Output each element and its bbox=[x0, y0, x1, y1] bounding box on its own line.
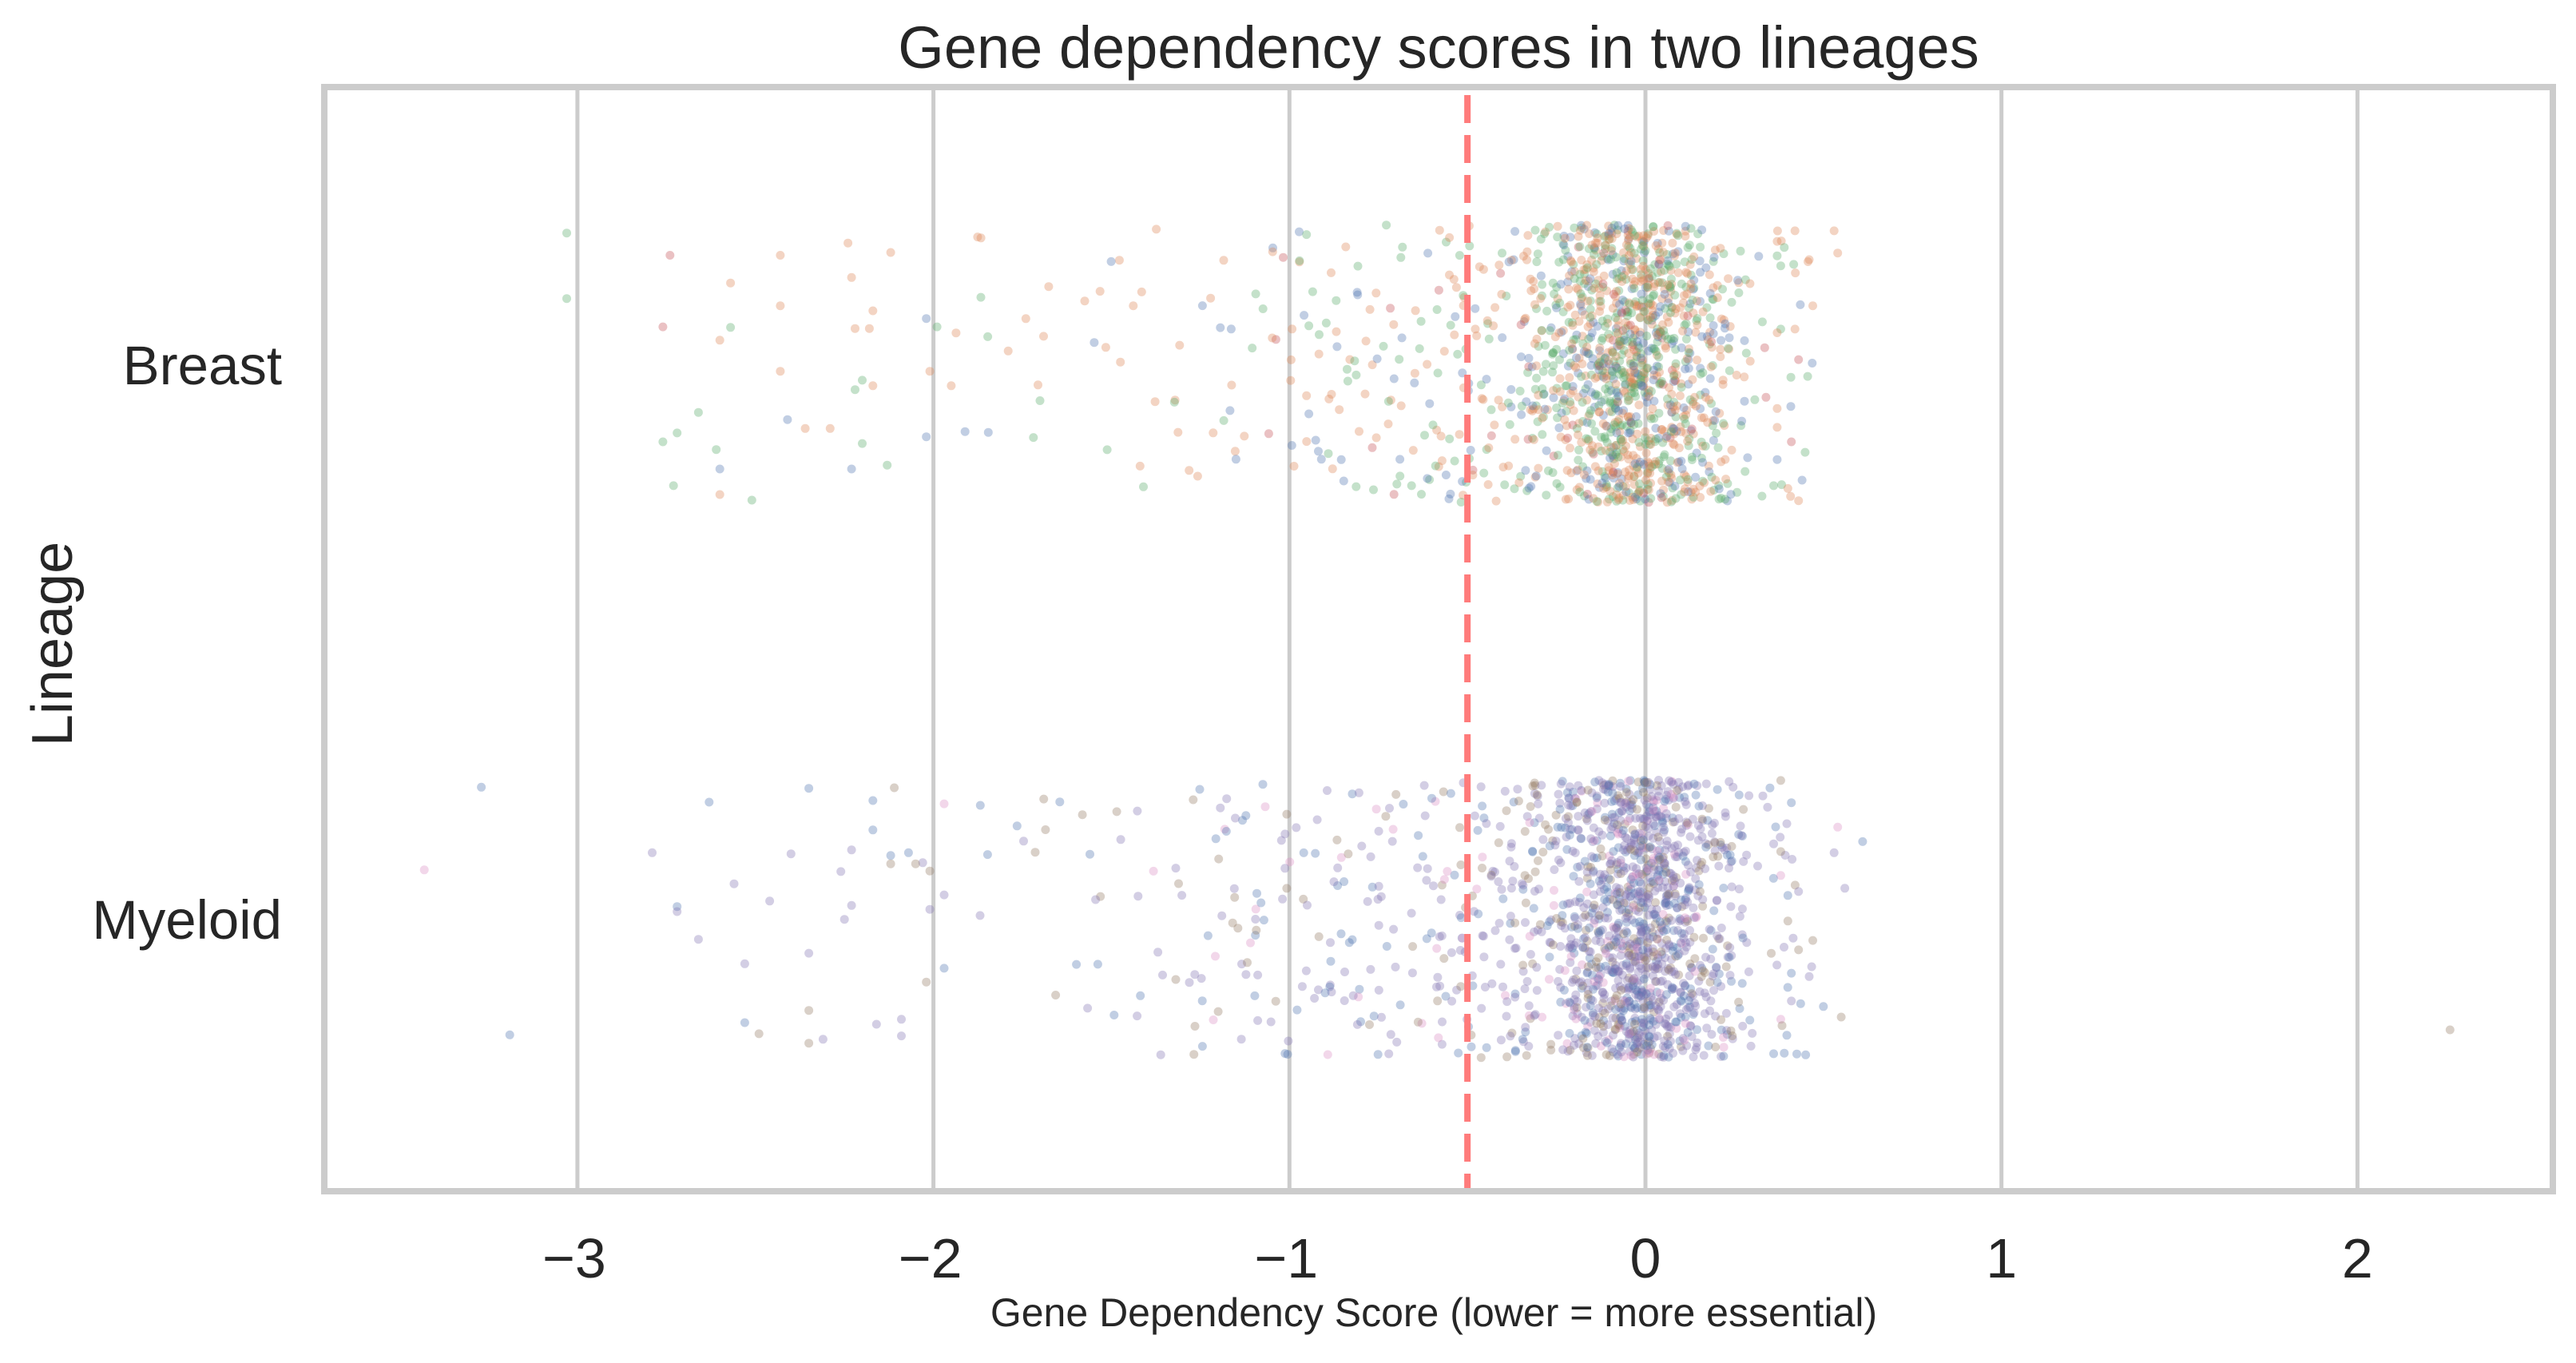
y-axis-label: Lineage bbox=[21, 542, 85, 746]
y-tick-label-breast: Breast bbox=[123, 335, 282, 396]
x-tick-label: −3 bbox=[542, 1227, 606, 1289]
x-tick-label: −2 bbox=[899, 1227, 963, 1289]
x-tick-label: 2 bbox=[2342, 1227, 2373, 1289]
x-tick-label: −1 bbox=[1254, 1227, 1318, 1289]
myeloid-points bbox=[419, 776, 2455, 1063]
plot-frame bbox=[321, 84, 2556, 1194]
x-tick-label: 1 bbox=[1986, 1227, 2017, 1289]
x-tick-label: 0 bbox=[1630, 1227, 1661, 1289]
x-tick-labels: −3 −2 −1 0 1 2 bbox=[542, 1227, 2373, 1289]
chart-title: Gene dependency scores in two lineages bbox=[898, 14, 1979, 81]
x-gridlines bbox=[575, 90, 2360, 1188]
y-tick-label-myeloid: Myeloid bbox=[92, 889, 282, 951]
x-axis-label: Gene Dependency Score (lower = more esse… bbox=[990, 1290, 1877, 1335]
breast-points bbox=[562, 221, 1843, 507]
